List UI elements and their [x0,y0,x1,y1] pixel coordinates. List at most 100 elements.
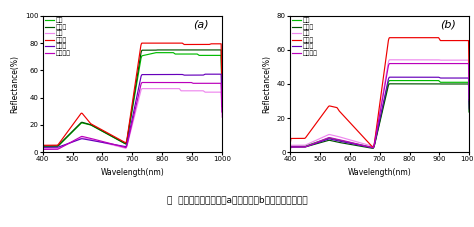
紫叶小诼 [118,145,123,148]
石楊 [138,90,144,93]
香樟 [64,136,69,139]
夹竹桃 [134,71,140,74]
紫叶小诼 [40,149,46,152]
广玉兰 [382,102,387,105]
千头柏 [70,141,76,143]
紫叶小诼 [100,140,106,143]
Line: 千头柏: 千头柏 [290,77,469,150]
千头柏 [219,105,225,108]
千头柏 [347,142,353,145]
广玉兰 [318,141,323,144]
石楊 [382,84,387,87]
千头柏 [382,97,387,100]
Legend: 香樟, 广玉兰, 石楊, 夹竹桃, 千头柏, 紫叶小诼: 香樟, 广玉兰, 石楊, 夹竹桃, 千头柏, 紫叶小诼 [45,18,71,56]
香樟 [138,59,144,62]
Line: 广玉兰: 广玉兰 [290,84,469,150]
千头柏 [138,77,144,80]
紫叶小诼 [139,81,145,84]
千头柏 [385,79,391,82]
夹竹桃 [387,36,392,39]
夹竹桃 [64,132,69,135]
紫叶小诼 [70,140,76,142]
广玉兰 [64,136,69,138]
香樟 [70,130,76,133]
Line: 紫叶小诼: 紫叶小诼 [43,82,222,151]
香樟 [347,141,353,144]
香樟 [385,83,391,85]
夹竹桃 [347,122,353,124]
夹竹桃 [70,123,76,126]
Line: 石楊: 石楊 [43,89,222,150]
Line: 紫叶小诼: 紫叶小诼 [290,64,469,150]
香樟 [219,94,225,97]
Line: 广玉兰: 广玉兰 [43,50,222,149]
X-axis label: Wavelength(nm): Wavelength(nm) [348,168,411,177]
紫叶小诼 [385,67,391,69]
千头柏 [100,141,106,144]
香樟 [287,148,293,151]
石楊 [70,140,76,143]
紫叶小诼 [311,142,317,145]
广玉兰 [100,130,106,133]
香樟 [118,140,123,143]
Text: (a): (a) [193,20,209,30]
紫叶小诼 [466,99,472,102]
夹竹桃 [100,129,106,132]
香樟 [134,81,140,84]
千头柏 [311,143,317,145]
石楊 [64,143,69,146]
香樟 [100,130,106,133]
石楊 [287,147,293,150]
千头柏 [202,73,208,76]
Text: 图  及灌木乔木在夏季（a）和冬季（b）的光谱均值曲线: 图 及灌木乔木在夏季（a）和冬季（b）的光谱均值曲线 [167,195,307,204]
广玉兰 [311,143,317,146]
夹竹桃 [118,139,123,141]
香樟 [382,99,387,102]
香樟 [387,79,392,82]
紫叶小诼 [387,62,392,65]
千头柏 [118,144,123,147]
夹竹桃 [219,88,225,90]
石楊 [387,58,392,61]
广玉兰 [385,86,391,89]
紫叶小诼 [138,84,144,87]
千头柏 [318,141,323,143]
千头柏 [40,148,46,151]
千头柏 [64,143,69,146]
广玉兰 [387,82,392,85]
石楊 [466,97,472,100]
夹竹桃 [139,42,145,44]
夹竹桃 [385,41,391,44]
石楊 [100,141,106,144]
夹竹桃 [365,141,371,143]
千头柏 [365,146,371,148]
香樟 [466,110,472,113]
紫叶小诼 [134,101,140,104]
广玉兰 [134,77,140,80]
石楊 [118,146,123,148]
石楊 [347,139,353,141]
香樟 [311,142,317,145]
广玉兰 [347,143,353,146]
广玉兰 [466,111,472,114]
夹竹桃 [287,144,293,147]
广玉兰 [155,49,160,51]
Line: 千头柏: 千头柏 [43,74,222,150]
Line: 香樟: 香樟 [290,81,469,149]
石楊 [318,137,323,140]
香樟 [40,148,46,151]
香樟 [318,140,323,142]
紫叶小诼 [318,140,323,142]
香樟 [365,145,371,148]
石楊 [311,140,317,143]
Legend: 香樟, 广玉兰, 石楊, 夹竹桃, 千头柏, 紫叶小诼: 香樟, 广玉兰, 石楊, 夹竹桃, 千头柏, 紫叶小诼 [292,18,318,56]
Line: 石楊: 石楊 [290,60,469,149]
Line: 夹竹桃: 夹竹桃 [290,38,469,148]
广玉兰 [365,146,371,149]
千头柏 [287,148,293,151]
广玉兰 [219,91,225,94]
广玉兰 [287,148,293,151]
夹竹桃 [370,146,376,149]
广玉兰 [40,148,46,151]
Y-axis label: Reflectance(%): Reflectance(%) [10,55,19,113]
